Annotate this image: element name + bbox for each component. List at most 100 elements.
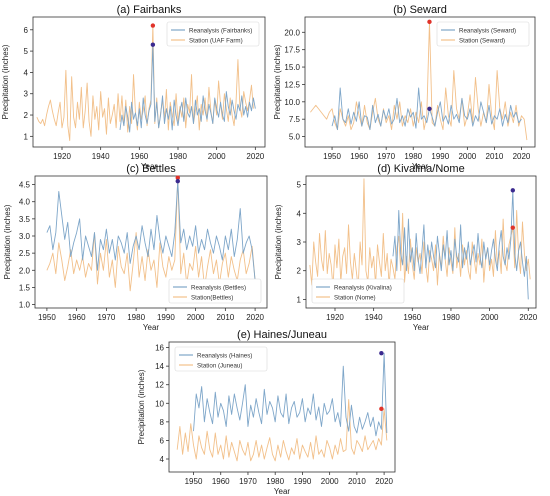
max-marker-reanalysis: [175, 178, 180, 184]
max-marker-reanalysis: [379, 350, 384, 356]
y-tick-label: 2.0: [19, 266, 31, 275]
x-tick-label: 1960: [130, 152, 148, 161]
x-tick-label: 2020: [375, 477, 393, 486]
legend-label-station: Station (Juneau): [197, 363, 242, 370]
chart-panel-2: (b) Seward 1950 1960 1970 1980 1990 2000 2010 20…: [273, 4, 536, 171]
y-tick-label: 17.5: [284, 46, 300, 55]
x-tick-label: 1960: [68, 313, 86, 322]
y-tick-label: 10: [155, 399, 164, 408]
y-axis-label: Precipitation (inches): [1, 44, 10, 119]
y-axis-label: Precipitation (inches): [273, 44, 282, 119]
y-tick-label: 15.0: [284, 63, 300, 72]
y-axis-label: Precipitation (inches): [274, 204, 283, 279]
series-line-reanalysis: [46, 180, 256, 281]
legend-box: [166, 21, 260, 47]
y-tick-label: 1: [297, 295, 302, 304]
chart-legend: Reanalysis (Haines) Station (Juneau): [174, 346, 268, 372]
chart-title: (c) Bettles: [126, 163, 176, 175]
legend-label-reanalysis: Reanalysis (Kivalina): [334, 285, 392, 292]
x-tick-label: 1970: [377, 152, 395, 161]
y-tick-label: 4: [160, 455, 165, 464]
x-tick-label: 1970: [239, 477, 257, 486]
x-tick-label: 2020: [246, 313, 264, 322]
chart-title: (d) Kivalina/Nome: [377, 163, 464, 175]
y-tick-label: 4: [297, 209, 302, 218]
x-tick-label: 1960: [350, 152, 368, 161]
series-line-reanalysis: [392, 189, 529, 300]
x-tick-label: 2000: [208, 152, 226, 161]
y-tick-label: 4.0: [19, 198, 31, 207]
x-tick-label: 1980: [266, 477, 284, 486]
x-axis-label: Year: [412, 162, 429, 171]
y-tick-label: 4: [24, 68, 29, 77]
x-tick-label: 1940: [92, 152, 110, 161]
series-line-station: [46, 177, 256, 292]
x-tick-label: 1920: [326, 313, 344, 322]
legend-box: [174, 346, 268, 372]
y-tick-label: 14: [155, 362, 164, 371]
x-tick-label: 1970: [97, 313, 115, 322]
chart-legend: Reanalysis (Fairbanks) Station (UAF Farm): [166, 21, 260, 47]
series-line-reanalysis: [119, 44, 256, 133]
y-tick-label: 10.0: [284, 98, 300, 107]
legend-label-reanalysis: Reanalysis (Bettles): [191, 285, 246, 292]
y-tick-label: 5.0: [289, 133, 301, 142]
chart-legend: Reanalysis (Kivalina) Station (Nome): [311, 278, 405, 304]
y-tick-label: 1.5: [19, 283, 31, 292]
x-tick-label: 1980: [442, 313, 460, 322]
legend-label-reanalysis: Reanalysis (Fairbanks): [189, 28, 252, 35]
y-tick-label: 1: [24, 132, 29, 141]
x-axis-label: Year: [413, 323, 430, 332]
legend-box: [436, 21, 530, 47]
max-marker-station: [379, 406, 384, 412]
y-axis-label: Precipitation (inches): [3, 204, 12, 279]
y-tick-label: 2.5: [19, 249, 31, 258]
y-tick-label: 7.5: [289, 115, 301, 124]
max-marker-reanalysis: [150, 42, 156, 47]
x-tick-label: 2010: [486, 152, 504, 161]
chart-legend: Reanalysis (Seward) Station (Seward): [436, 21, 530, 47]
y-tick-label: 12.5: [284, 80, 300, 89]
y-tick-label: 12: [155, 381, 164, 390]
x-tick-label: 1980: [127, 313, 145, 322]
legend-label-station: Station (Nome): [334, 295, 376, 302]
y-tick-label: 16: [155, 344, 164, 353]
y-tick-label: 5: [24, 47, 29, 56]
y-tick-label: 8: [160, 418, 165, 427]
x-tick-label: 2010: [348, 477, 366, 486]
x-tick-label: 2000: [187, 313, 205, 322]
chart-panel-3: (c) Bettles 1950 1960 1970 1980 1990 2000 2010 2…: [3, 163, 268, 332]
y-tick-label: 3: [297, 238, 302, 247]
legend-box: [311, 278, 405, 304]
x-tick-label: 1980: [404, 152, 422, 161]
x-tick-label: 1990: [431, 152, 449, 161]
x-axis-label: Year: [143, 323, 160, 332]
x-axis-label: Year: [274, 487, 291, 496]
x-tick-label: 2000: [321, 477, 339, 486]
y-tick-label: 2: [297, 267, 302, 276]
x-tick-label: 1940: [365, 313, 383, 322]
chart-legend: Reanalysis (Bettles) Station(Bettles): [168, 278, 262, 304]
x-tick-label: 2020: [513, 152, 531, 161]
y-tick-label: 2: [24, 111, 29, 120]
y-tick-label: 4.5: [19, 181, 31, 190]
chart-panel-1: (a) Fairbanks 1920 1940 1960 1980 2000 2020 1 2 3…: [1, 4, 266, 171]
legend-label-station: Station (UAF Farm): [189, 38, 243, 45]
x-tick-label: 1960: [212, 477, 230, 486]
chart-title: (e) Haines/Juneau: [237, 329, 327, 341]
x-tick-label: 2010: [216, 313, 234, 322]
y-tick-label: 20.0: [284, 28, 300, 37]
chart-title: (a) Fairbanks: [117, 4, 182, 16]
series-line-reanalysis: [331, 87, 522, 131]
legend-label-station: Station(Bettles): [191, 295, 233, 302]
x-tick-label: 1990: [157, 313, 175, 322]
y-tick-label: 6: [160, 436, 165, 445]
legend-box: [168, 278, 262, 304]
max-marker-station: [175, 175, 180, 180]
x-axis-label: Year: [141, 162, 158, 171]
y-tick-label: 5: [297, 181, 302, 190]
legend-label-station: Station (Seward): [459, 38, 505, 45]
x-tick-label: 2020: [246, 152, 264, 161]
chart-panel-5: (e) Haines/Juneau 1950 1960 1970 1980 1990 200…: [137, 329, 396, 496]
x-tick-label: 1950: [38, 313, 56, 322]
